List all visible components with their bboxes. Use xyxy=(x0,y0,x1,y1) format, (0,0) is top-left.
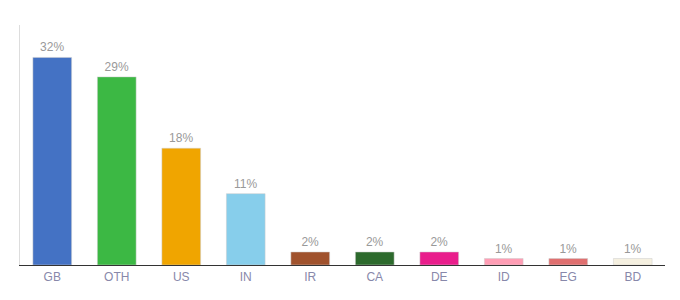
svg-text:ID: ID xyxy=(498,270,510,284)
svg-text:2%: 2% xyxy=(366,235,384,249)
svg-text:1%: 1% xyxy=(495,242,513,256)
svg-text:CA: CA xyxy=(366,270,383,284)
svg-text:BD: BD xyxy=(624,270,641,284)
svg-text:2%: 2% xyxy=(301,235,319,249)
svg-text:OTH: OTH xyxy=(104,270,129,284)
svg-text:IN: IN xyxy=(240,270,252,284)
svg-text:EG: EG xyxy=(560,270,577,284)
svg-text:1%: 1% xyxy=(559,242,577,256)
svg-text:IR: IR xyxy=(304,270,316,284)
svg-text:GB: GB xyxy=(44,270,61,284)
svg-text:US: US xyxy=(173,270,190,284)
svg-text:1%: 1% xyxy=(624,242,642,256)
svg-text:11%: 11% xyxy=(234,177,257,191)
svg-text:2%: 2% xyxy=(430,235,448,249)
svg-text:18%: 18% xyxy=(169,131,193,145)
svg-text:29%: 29% xyxy=(105,60,129,74)
svg-text:32%: 32% xyxy=(40,40,64,54)
svg-text:DE: DE xyxy=(431,270,448,284)
